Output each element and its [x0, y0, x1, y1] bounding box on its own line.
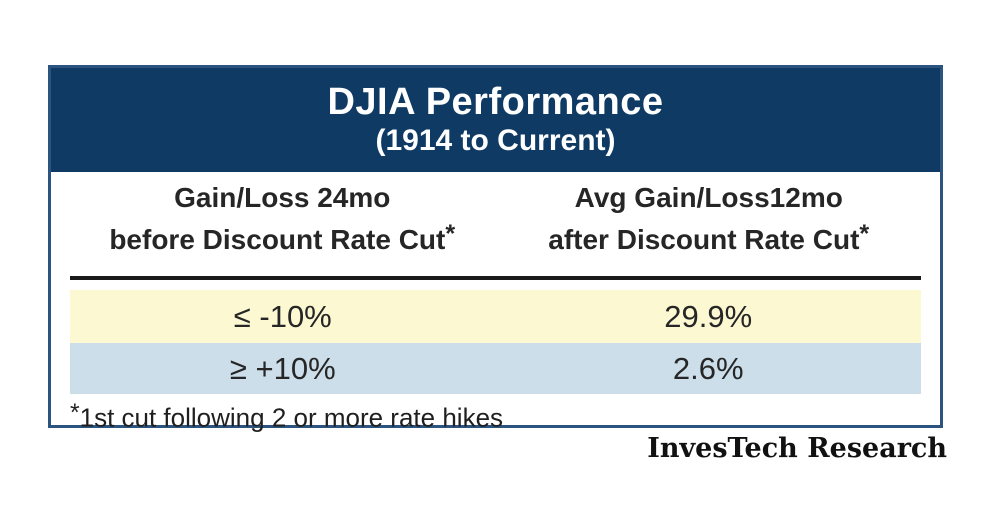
condition-cell: ≥ +10% — [229, 350, 336, 386]
footnote-marker-col1: * — [445, 220, 456, 248]
value-cell: 29.9% — [664, 298, 753, 334]
table-title: DJIA Performance — [327, 81, 664, 124]
col1-line2: before Discount Rate Cut — [109, 224, 446, 256]
footnote: *1st cut following 2 or more rate hikes — [70, 399, 921, 432]
footnote-marker-col2: * — [859, 220, 870, 248]
table-row-gain-before-cut: ≥ +10% 2.6% — [70, 343, 921, 395]
header-underline — [70, 276, 921, 281]
footnote-asterisk: * — [70, 400, 80, 428]
value-cell: 2.6% — [672, 350, 744, 386]
table-subtitle: (1914 to Current) — [375, 124, 616, 158]
investech-research-wordmark: InvesTech Research — [647, 433, 947, 464]
footnote-text: 1st cut following 2 or more rate hikes — [79, 402, 504, 433]
djia-performance-table: DJIA Performance (1914 to Current) Gain/… — [48, 65, 943, 432]
col1-line1: Gain/Loss 24mo — [174, 182, 391, 213]
column-headers: Gain/Loss 24mo before Discount Rate Cut*… — [51, 172, 940, 258]
table-header: DJIA Performance (1914 to Current) — [51, 68, 940, 172]
column-header-before-cut: Gain/Loss 24mo before Discount Rate Cut* — [69, 180, 496, 258]
column-header-after-cut: Avg Gain/Loss12mo after Discount Rate Cu… — [496, 180, 923, 258]
table-row-decline-before-cut: ≤ -10% 29.9% — [70, 290, 921, 344]
condition-cell: ≤ -10% — [233, 298, 332, 334]
col2-line1: Avg Gain/Loss12mo — [574, 182, 843, 213]
col2-line2: after Discount Rate Cut — [548, 224, 860, 256]
